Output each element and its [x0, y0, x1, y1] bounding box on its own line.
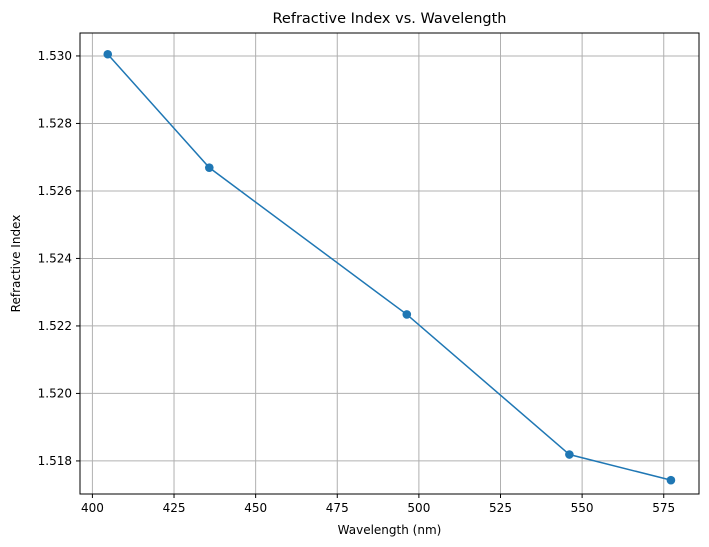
data-point	[666, 475, 676, 485]
x-tick-label: 450	[244, 501, 267, 515]
x-tick-label: 525	[489, 501, 512, 515]
y-tick-label: 1.520	[38, 386, 72, 400]
grid	[80, 33, 699, 494]
data-point	[402, 310, 412, 319]
y-tick-label: 1.522	[38, 319, 72, 333]
y-tick-label: 1.526	[38, 184, 72, 198]
y-tick-label: 1.524	[38, 251, 72, 265]
y-tick-label: 1.518	[38, 454, 72, 468]
plot-frame	[79, 32, 700, 495]
ticks: 400 425 450 475 500 525 550 575 1.518 1.520 1.522 1…	[38, 49, 676, 515]
x-axis-label: Wavelength (nm)	[338, 523, 442, 537]
chart-title: Refractive Index vs. Wavelength	[273, 11, 507, 27]
x-tick-label: 575	[652, 501, 675, 515]
data-point	[565, 450, 574, 459]
x-tick-label: 400	[81, 501, 104, 515]
series-group	[103, 49, 676, 485]
y-tick-label: 1.528	[38, 116, 72, 130]
x-tick-label: 500	[407, 501, 430, 515]
data-point	[103, 49, 113, 59]
data-point	[204, 163, 214, 172]
x-tick-label: 550	[571, 501, 594, 515]
y-tick-label: 1.530	[38, 49, 72, 63]
x-tick-label: 475	[326, 501, 349, 515]
y-axis-label: Refractive Index	[9, 215, 23, 313]
x-tick-label: 425	[163, 501, 186, 515]
